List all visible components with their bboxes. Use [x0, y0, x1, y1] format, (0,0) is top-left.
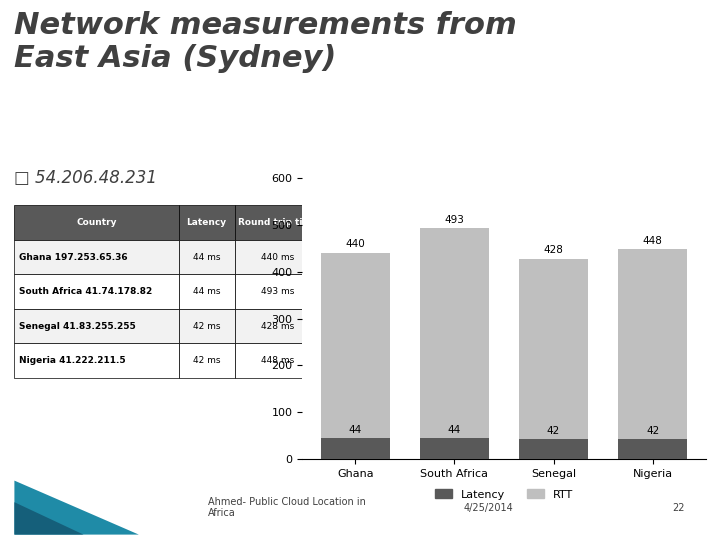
Text: Country: Country [76, 218, 117, 227]
Bar [420, 438, 489, 459]
FancyBboxPatch shape [235, 309, 321, 343]
Text: 440: 440 [346, 239, 365, 249]
Text: Network measurements from
East Asia (Sydney): Network measurements from East Asia (Syd… [14, 11, 517, 73]
FancyBboxPatch shape [390, 205, 446, 240]
Text: 42 ms: 42 ms [193, 322, 220, 330]
Bar [519, 259, 588, 459]
Text: 448 ms: 448 ms [261, 356, 294, 365]
Text: 44: 44 [448, 424, 461, 435]
Text: 44 ms: 44 ms [193, 253, 220, 261]
FancyBboxPatch shape [14, 274, 179, 309]
Bar [519, 440, 588, 459]
Bar [420, 228, 489, 459]
Text: 428: 428 [544, 245, 564, 255]
FancyBboxPatch shape [390, 240, 446, 274]
FancyBboxPatch shape [235, 274, 321, 309]
Text: 0%: 0% [348, 356, 363, 365]
FancyBboxPatch shape [321, 240, 390, 274]
FancyBboxPatch shape [321, 309, 390, 343]
Text: 17: 17 [413, 253, 424, 261]
Text: 42: 42 [547, 426, 560, 436]
Text: 23: 23 [413, 356, 424, 365]
Text: Nigeria 41.222.211.5: Nigeria 41.222.211.5 [19, 356, 125, 365]
Text: 44 ms: 44 ms [193, 287, 220, 296]
Text: 440 ms: 440 ms [261, 253, 294, 261]
FancyBboxPatch shape [179, 309, 235, 343]
FancyBboxPatch shape [321, 343, 390, 378]
Text: 44: 44 [348, 424, 362, 435]
Text: 0%: 0% [348, 287, 363, 296]
Text: Senegal 41.83.255.255: Senegal 41.83.255.255 [19, 322, 135, 330]
FancyBboxPatch shape [14, 240, 179, 274]
Text: 17: 17 [413, 322, 424, 330]
Text: 0%: 0% [348, 253, 363, 261]
Polygon shape [14, 502, 84, 535]
Bar [320, 438, 390, 459]
FancyBboxPatch shape [179, 205, 235, 240]
Bar [618, 440, 688, 459]
Text: 428 ms: 428 ms [261, 322, 294, 330]
FancyBboxPatch shape [390, 343, 446, 378]
Polygon shape [14, 481, 139, 535]
Text: Round trip time: Round trip time [238, 218, 318, 227]
Text: 493: 493 [444, 214, 464, 225]
FancyBboxPatch shape [390, 274, 446, 309]
FancyBboxPatch shape [321, 274, 390, 309]
FancyBboxPatch shape [179, 274, 235, 309]
Text: □ 54.206.48.231: □ 54.206.48.231 [14, 169, 158, 187]
Text: Number of
Hops: Number of Hops [392, 213, 445, 232]
FancyBboxPatch shape [179, 240, 235, 274]
Text: 22: 22 [672, 503, 685, 512]
Bar [618, 249, 688, 459]
Text: 4/25/2014: 4/25/2014 [464, 503, 513, 512]
FancyBboxPatch shape [14, 205, 179, 240]
FancyBboxPatch shape [235, 240, 321, 274]
FancyBboxPatch shape [321, 205, 390, 240]
Text: 448: 448 [643, 235, 662, 246]
Text: Packet loss: Packet loss [327, 218, 384, 227]
FancyBboxPatch shape [14, 343, 179, 378]
Bar [320, 253, 390, 459]
Text: South Africa 41.74.178.82: South Africa 41.74.178.82 [19, 287, 152, 296]
FancyBboxPatch shape [390, 309, 446, 343]
Text: Latency: Latency [186, 218, 227, 227]
FancyBboxPatch shape [179, 343, 235, 378]
Text: 493 ms: 493 ms [261, 287, 294, 296]
Text: Ghana 197.253.65.36: Ghana 197.253.65.36 [19, 253, 127, 261]
Text: 42: 42 [646, 426, 660, 436]
Text: Ahmed- Public Cloud Location in
Africa: Ahmed- Public Cloud Location in Africa [208, 497, 366, 518]
FancyBboxPatch shape [14, 309, 179, 343]
FancyBboxPatch shape [235, 343, 321, 378]
FancyBboxPatch shape [235, 205, 321, 240]
Legend: Latency, RTT: Latency, RTT [431, 485, 577, 504]
Text: 42 ms: 42 ms [193, 356, 220, 365]
Text: 0%: 0% [348, 322, 363, 330]
Text: 25: 25 [413, 287, 424, 296]
